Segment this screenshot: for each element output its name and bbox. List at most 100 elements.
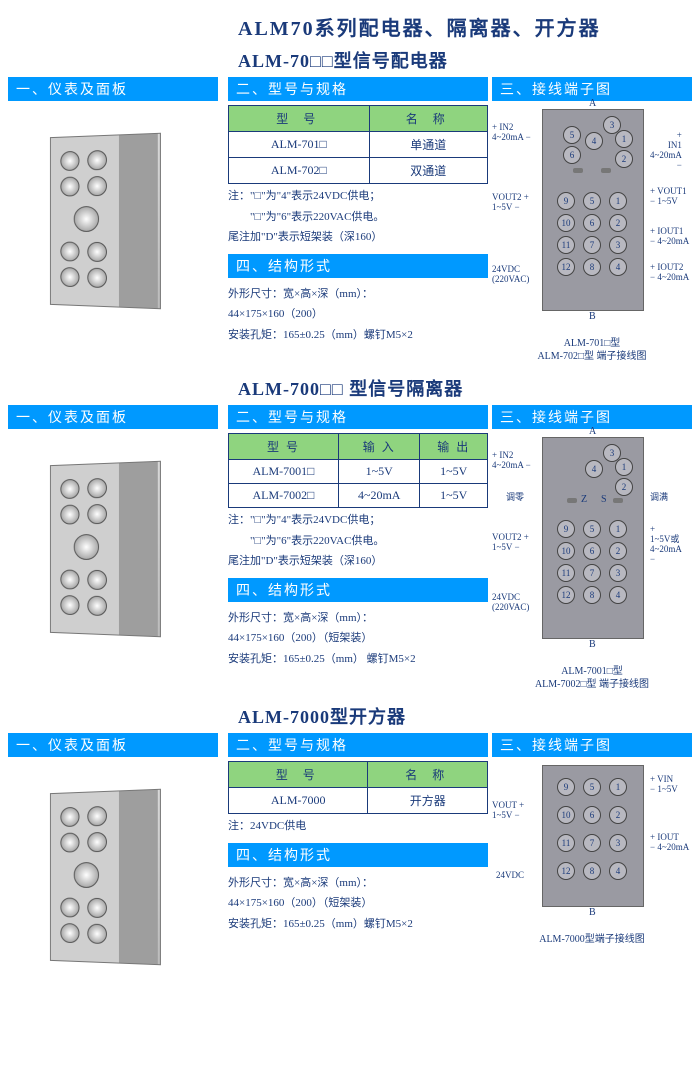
cell: 1~5V [420, 484, 488, 508]
pin-4: 4 [585, 132, 603, 150]
cell: ALM-7001□ [229, 460, 339, 484]
pin: 2 [609, 806, 627, 824]
wiring-diagram-a: A B 3 5 4 1 6 2 9 5 1 10 6 2 11 7 3 12 [492, 105, 692, 335]
header-panel: 一、仪表及面板 [8, 77, 218, 101]
pin: 4 [585, 460, 603, 478]
pin: 2 [609, 542, 627, 560]
header-spec-a: 二、型号与规格 [228, 77, 488, 101]
pin: 1 [615, 458, 633, 476]
cell-name: 单通道 [369, 132, 487, 158]
caption-c: ALM-7000型端子接线图 [492, 933, 692, 946]
header-panel-c: 一、仪表及面板 [8, 733, 218, 757]
th-in-b: 输 入 [338, 434, 419, 460]
cell: ALM-7002□ [229, 484, 339, 508]
section-b: 一、仪表及面板 二、型号与规格 型 号 输 入 输 出 [8, 405, 692, 691]
device-image-a [50, 133, 161, 310]
pin: 10 [557, 806, 575, 824]
lbl-iout2: + IOUT2− 4~20mA [650, 263, 689, 283]
section-c-subtitle: ALM-7000型开方器 [238, 703, 692, 729]
th-model: 型 号 [229, 106, 370, 132]
struct-c3: 安装孔矩：165±0.25（mm）螺钉M5×2 [228, 916, 488, 933]
header-struct-c: 四、结构形式 [228, 843, 488, 867]
struct-b2: 44×175×160（200）（短架装） [228, 630, 488, 647]
pin: 6 [583, 806, 601, 824]
note-a2: "□"为"6"表示220VAC供电。 [228, 209, 488, 226]
struct-c2: 44×175×160（200）（短架装） [228, 895, 488, 912]
section-b-subtitle: ALM-700□□ 型信号隔离器 [238, 375, 692, 401]
lbl-vout2-b: VOUT2 +1~5V − [492, 533, 529, 553]
th-name-c: 名 称 [368, 762, 488, 788]
note-c1: 注：24VDC供电 [228, 818, 488, 835]
header-struct-b: 四、结构形式 [228, 578, 488, 602]
th-out-b: 输 出 [420, 434, 488, 460]
label-a: A [589, 426, 596, 437]
pin: 8 [583, 862, 601, 880]
pin-1b: 1 [609, 192, 627, 210]
header-spec-c: 二、型号与规格 [228, 733, 488, 757]
lbl-pwr-b: 24VDC(220VAC) [492, 593, 529, 613]
header-struct-a: 四、结构形式 [228, 254, 488, 278]
pin-5: 5 [563, 126, 581, 144]
header-panel-b: 一、仪表及面板 [8, 405, 218, 429]
pin-6: 6 [563, 146, 581, 164]
pin: 10 [557, 542, 575, 560]
pin: 12 [557, 862, 575, 880]
spec-table-b: 型 号 输 入 输 出 ALM-7001□ 1~5V 1~5V ALM-7002… [228, 433, 488, 508]
spec-table-c: 型 号 名 称 ALM-7000 开方器 [228, 761, 488, 814]
pin-5b: 5 [583, 192, 601, 210]
cell-model: ALM-702□ [229, 158, 370, 184]
note-a1: 注："□"为"4"表示24VDC供电； [228, 188, 488, 205]
header-wiring-c: 三、接线端子图 [492, 733, 692, 757]
lbl-vin-c: + VIN− 1~5V [650, 775, 678, 795]
label-z: Z [581, 494, 587, 505]
pin-8: 8 [583, 258, 601, 276]
device-image-c [50, 789, 161, 966]
lbl-vout1: + VOUT1− 1~5V [650, 187, 687, 207]
pin-6b: 6 [583, 214, 601, 232]
struct-b3: 安装孔矩：165±0.25（mm） 螺钉M5×2 [228, 651, 488, 668]
pin: 4 [609, 586, 627, 604]
pin: 5 [583, 520, 601, 538]
cell: 1~5V [420, 460, 488, 484]
section-c: 一、仪表及面板 二、型号与规格 型 号 名 称 [8, 733, 692, 963]
lbl-iout1: + IOUT1− 4~20mA [650, 227, 689, 247]
lbl-in1: +IN14~20mA− [650, 131, 682, 171]
section-a: 一、仪表及面板 二、型号与规格 型 号 名 称 [8, 77, 692, 363]
pin-1: 1 [615, 130, 633, 148]
lbl-pwr-a: 24VDC(220VAC) [492, 265, 529, 285]
note-b3: 尾注加"D"表示短架装（深160） [228, 553, 488, 570]
pin: 11 [557, 564, 575, 582]
cell: 4~20mA [338, 484, 419, 508]
struct-a1: 外形尺寸：宽×高×深（mm）： [228, 286, 488, 303]
pin-11: 11 [557, 236, 575, 254]
pin-7: 7 [583, 236, 601, 254]
pin: 2 [615, 478, 633, 496]
device-image-b [50, 461, 161, 638]
pin: 4 [609, 862, 627, 880]
label-a: A [589, 98, 596, 109]
pin: 7 [583, 564, 601, 582]
th-model-b: 型 号 [229, 434, 339, 460]
lbl-adjs: 调满 [650, 493, 668, 503]
struct-c1: 外形尺寸：宽×高×深（mm）： [228, 875, 488, 892]
caption-b: ALM-7001□型 ALM-7002□型 端子接线图 [492, 665, 692, 691]
cell: ALM-7000 [229, 788, 368, 814]
lbl-iout-c: + IOUT− 4~20mA [650, 833, 689, 853]
pin: 6 [583, 542, 601, 560]
label-s: S [601, 494, 607, 505]
pin: 1 [609, 778, 627, 796]
lbl-vout2: VOUT2 +1~5V − [492, 193, 529, 213]
doc-title: ALM70系列配电器、隔离器、开方器 [238, 12, 692, 41]
pin: 3 [609, 834, 627, 852]
pin: 1 [609, 520, 627, 538]
pin-3b: 3 [609, 236, 627, 254]
cell: 开方器 [368, 788, 488, 814]
pin-12: 12 [557, 258, 575, 276]
struct-a2: 44×175×160（200） [228, 306, 488, 323]
lbl-in2-b: + IN24~20mA − [492, 451, 531, 471]
lbl-out1-b: +1~5V或4~20mA− [650, 525, 682, 565]
label-b: B [589, 311, 596, 322]
pin-9: 9 [557, 192, 575, 210]
pin: 8 [583, 586, 601, 604]
cell-name: 双通道 [369, 158, 487, 184]
